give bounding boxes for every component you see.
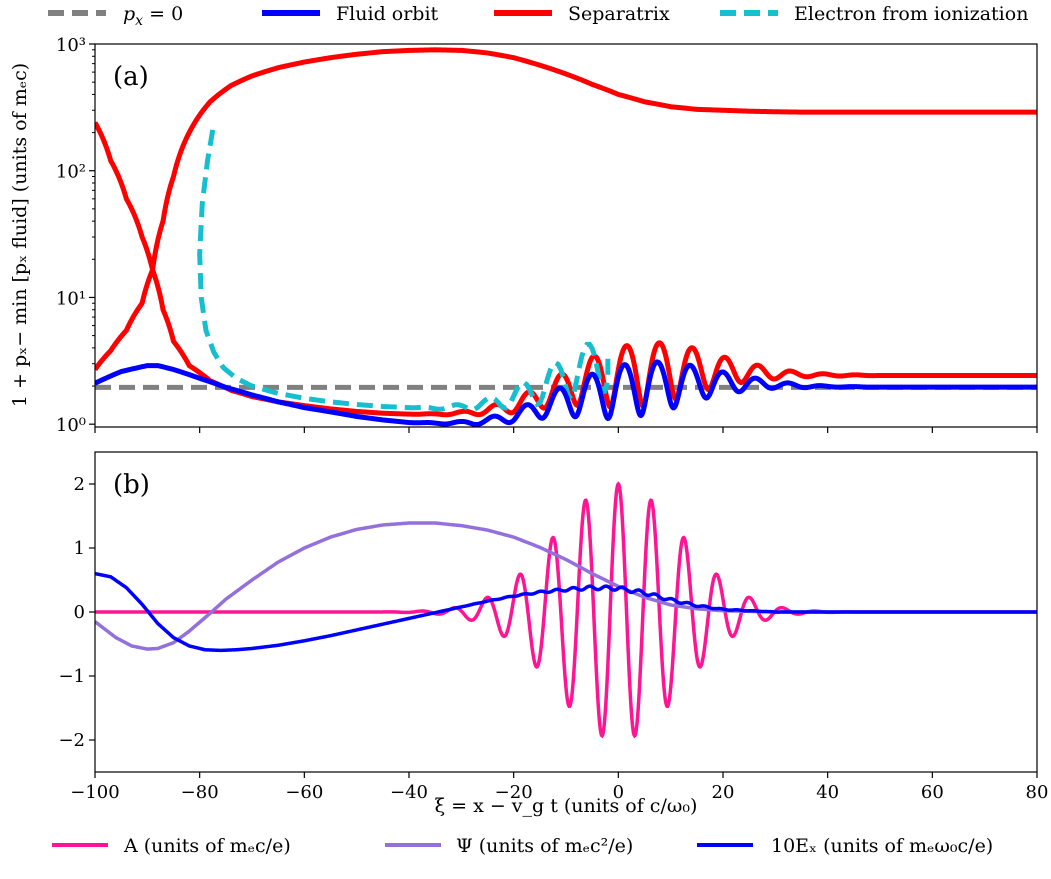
y-tick-label: 10³ bbox=[56, 35, 86, 56]
y-tick-label: 10² bbox=[56, 162, 86, 183]
x-tick-label: −60 bbox=[285, 782, 323, 803]
y-tick-label: 2 bbox=[74, 474, 85, 495]
x-tick-label: −20 bbox=[495, 782, 533, 803]
legend-label: Separatrix bbox=[568, 3, 670, 25]
legend-label: Fluid orbit bbox=[336, 3, 439, 25]
legend-top-item: Electron from ionization bbox=[720, 3, 1028, 25]
series-A bbox=[95, 481, 1037, 739]
x-tick-label: −100 bbox=[70, 782, 119, 803]
panel-b-y-ticks: −2 −1 0 1 2 bbox=[58, 474, 95, 751]
x-tick-label: −40 bbox=[390, 782, 428, 803]
legend-label: px = 0 bbox=[123, 3, 183, 29]
legend-label: A (units of mₑc/e) bbox=[123, 835, 291, 857]
y-tick-label: 0 bbox=[74, 602, 85, 623]
series-Psi bbox=[95, 521, 1037, 651]
panel-a-tag: (a) bbox=[113, 62, 149, 92]
x-tick-label: 0 bbox=[613, 782, 624, 803]
y-tick-label: 10¹ bbox=[56, 288, 86, 309]
x-tick-label: 60 bbox=[921, 782, 944, 803]
y-tick-label: 10⁰ bbox=[56, 415, 86, 436]
y-tick-label: −2 bbox=[58, 730, 85, 751]
legend-bottom-item: Ψ (units of mₑc²/e) bbox=[385, 835, 633, 857]
panel-b-x-ticks: −100 −80 −60 −40 −20 0 20 40 60 80 bbox=[70, 772, 1048, 803]
x-tick-label: 20 bbox=[712, 782, 735, 803]
y-tick-label: 1 bbox=[74, 538, 85, 559]
legend-top-item: Separatrix bbox=[494, 3, 670, 25]
panel-a-ylabel: 1 + pₓ− min [pₓ fluid] (units of mₑc) bbox=[9, 63, 31, 407]
panel-b-tag: (b) bbox=[113, 470, 150, 500]
series-separatrix-upper bbox=[95, 47, 1037, 271]
legend-top-item: px = 0 bbox=[48, 3, 183, 29]
series-electron-ionization bbox=[197, 129, 611, 413]
panel-a: 10⁰ 10¹ 10² 10³ (a) 1 + pₓ− min [pₓ fluid] … bbox=[9, 35, 1038, 436]
legend-label: 10Eₓ (units of mₑω₀c/e) bbox=[771, 835, 993, 857]
legend-bottom-item: A (units of mₑc/e) bbox=[52, 835, 291, 857]
legend-bottom-item: 10Eₓ (units of mₑω₀c/e) bbox=[697, 835, 993, 857]
x-tick-label: 40 bbox=[816, 782, 839, 803]
legend-bottom: A (units of mₑc/e) Ψ (units of mₑc²/e) 10E… bbox=[52, 835, 993, 857]
panel-a-frame bbox=[94, 43, 1038, 428]
panel-a-x-ticks bbox=[94, 427, 1038, 433]
x-tick-label: −80 bbox=[181, 782, 219, 803]
panel-a-series bbox=[95, 47, 1037, 427]
x-tick-label: 80 bbox=[1026, 782, 1049, 803]
series-fluid-orbit bbox=[95, 359, 1037, 427]
panel-b-series bbox=[95, 481, 1037, 739]
panel-b-xlabel: ξ = x − v_g t (units of c/ω₀) bbox=[435, 795, 698, 817]
y-tick-label: −1 bbox=[58, 666, 85, 687]
legend-label: Ψ (units of mₑc²/e) bbox=[456, 835, 633, 857]
legend-top-item: Fluid orbit bbox=[262, 3, 439, 25]
legend-label: Electron from ionization bbox=[794, 3, 1028, 25]
panel-b: −2 −1 0 1 2 −100 −80 −60 −40 −20 0 20 40 60 80 (b) ξ … bbox=[58, 451, 1048, 817]
series-10Ex bbox=[95, 571, 1037, 653]
panel-a-y-ticks: 10⁰ 10¹ 10² 10³ bbox=[56, 35, 95, 436]
legend-top: px = 0 Fluid orbit Separatrix Electron from… bbox=[48, 3, 1028, 29]
